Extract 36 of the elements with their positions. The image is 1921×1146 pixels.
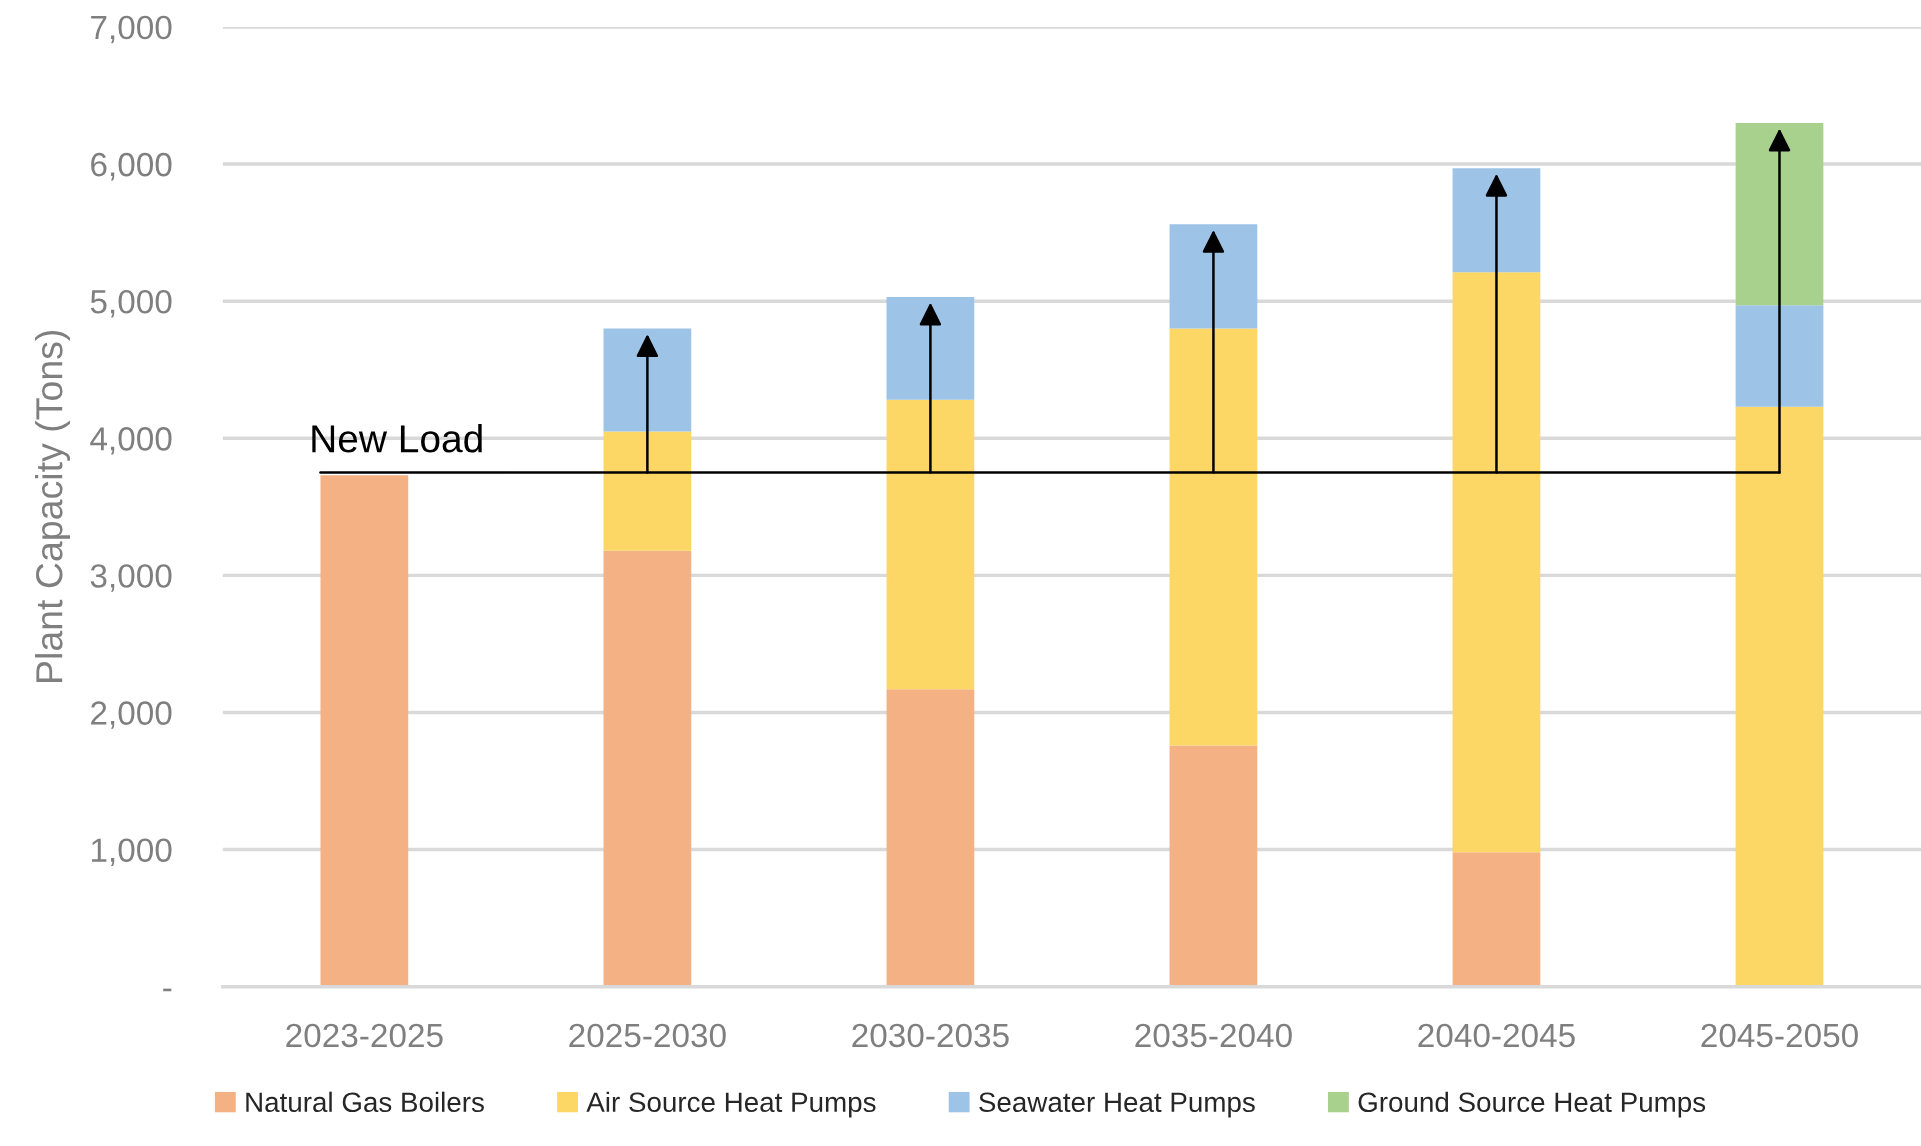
bar [603,431,692,551]
ref-line-label: New Load [312,423,482,453]
bar [603,550,692,987]
y-tick-label: 3,000 [90,564,172,592]
y-tick-label: 6,000 [91,152,172,181]
x-tick-label: 2023-2025 [286,1023,443,1048]
y-tick-label: 7,000 [91,15,172,44]
bar [1452,272,1541,853]
y-tick-label: - [163,988,172,992]
y-axis-title: Plant Capacity (Tons) [35,330,70,682]
legend-label: Seawater Heat Pumps [979,1092,1255,1118]
x-tick-label: 2035-2040 [1135,1023,1292,1048]
bar [886,689,975,987]
bar [320,475,409,987]
legend-label: Ground Source Heat Pumps [1358,1091,1706,1118]
bar [886,297,975,400]
bar [1735,406,1824,987]
bar [886,399,975,690]
x-tick-label: 2045-2050 [1701,1023,1858,1048]
bar [1452,168,1541,273]
x-tick-label: 2040-2045 [1418,1023,1575,1048]
bar [1452,852,1541,987]
y-tick-label: 2,000 [91,701,172,729]
x-tick-label: 2025-2030 [569,1023,726,1048]
bar [1735,122,1824,306]
bar [1169,224,1258,329]
bar [1169,745,1258,987]
y-tick-label: 4,000 [90,427,172,455]
legend-label: Air Source Heat Pumps [586,1091,876,1118]
bar [603,328,692,432]
x-tick-label: 2030-2035 [852,1023,1009,1048]
y-tick-label: 5,000 [90,289,172,318]
bar [1735,305,1824,407]
y-tick-label: 1,000 [91,838,172,866]
legend-label: Natural Gas Boilers [246,1091,484,1113]
bar [1169,328,1258,746]
